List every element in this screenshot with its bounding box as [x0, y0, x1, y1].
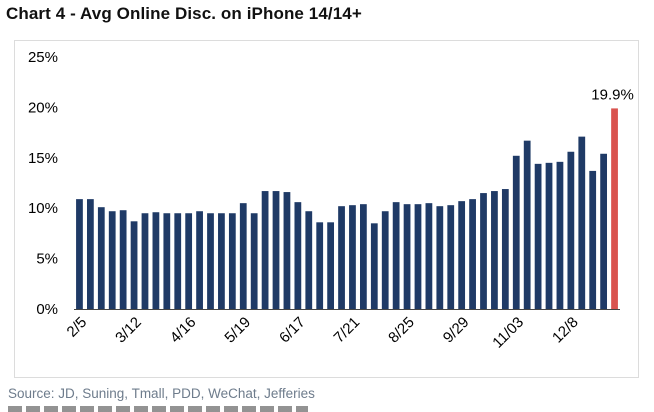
x-tick-label: 9/29 — [440, 314, 473, 347]
bar — [76, 199, 83, 309]
x-tick-label: 6/17 — [276, 314, 309, 347]
x-tick-label: 7/21 — [331, 314, 364, 347]
y-tick-label: 25% — [28, 49, 58, 66]
x-tick-label: 5/19 — [221, 314, 254, 347]
bar — [316, 222, 324, 309]
bar — [338, 206, 345, 309]
bar — [349, 205, 356, 309]
x-tick-label: 8/25 — [385, 314, 418, 347]
x-tick-label: 12/8 — [549, 314, 582, 347]
bar — [86, 199, 94, 309]
bar — [403, 204, 411, 309]
bar — [370, 223, 378, 309]
bar — [512, 155, 520, 309]
y-tick-label: 20% — [28, 99, 58, 116]
bar — [228, 213, 236, 309]
x-tick-label: 2/5 — [64, 314, 91, 341]
bar — [272, 191, 280, 309]
bar — [556, 161, 564, 309]
data-label: 19.9% — [591, 86, 634, 103]
bar — [294, 202, 302, 309]
bar — [97, 207, 105, 309]
bar — [458, 201, 466, 309]
bar — [567, 151, 575, 309]
bar — [392, 202, 400, 309]
bar — [589, 170, 597, 309]
bar — [283, 192, 291, 309]
bar — [425, 203, 433, 309]
bar — [141, 213, 149, 309]
bar — [534, 163, 542, 309]
bar — [218, 213, 225, 309]
x-tick-label: 11/03 — [489, 314, 527, 352]
bar — [174, 213, 182, 309]
bar — [414, 204, 422, 309]
x-tick-label: 3/12 — [112, 314, 145, 347]
bar — [480, 193, 487, 309]
y-tick-label: 15% — [28, 150, 58, 167]
cropped-text-line — [8, 406, 308, 412]
bar — [523, 140, 531, 309]
x-axis-ticks: 2/5 3/12 4/16 5/19 6/17 7/21 8/25 9/29 11/03 12/8 — [64, 314, 582, 352]
bar — [327, 222, 335, 309]
bar — [207, 213, 214, 309]
bar — [261, 191, 269, 309]
bar — [501, 189, 509, 309]
data-labels: 19.9% — [591, 86, 634, 103]
bar — [108, 211, 116, 309]
bar — [545, 162, 553, 309]
bar — [469, 199, 476, 309]
bar — [491, 191, 498, 309]
y-tick-label: 10% — [28, 200, 58, 217]
bar — [185, 213, 193, 309]
bar — [305, 211, 313, 309]
bars — [76, 108, 618, 310]
y-tick-label: 0% — [36, 301, 58, 318]
chart-title: Chart 4 - Avg Online Disc. on iPhone 14/… — [6, 4, 362, 23]
bar — [250, 213, 258, 309]
bar — [119, 210, 127, 309]
source-note: Source: JD, Suning, Tmall, PDD, WeChat, … — [8, 386, 315, 401]
bar — [436, 206, 444, 309]
bar — [447, 205, 455, 309]
bar — [163, 213, 171, 309]
bar — [359, 204, 367, 309]
bar — [381, 211, 389, 309]
bar — [239, 203, 247, 309]
bar-highlight — [611, 108, 618, 310]
bar — [600, 153, 608, 309]
bar — [130, 221, 138, 309]
y-tick-label: 5% — [36, 251, 58, 268]
bar — [152, 212, 160, 309]
x-tick-label: 4/16 — [167, 314, 200, 347]
bar — [196, 211, 203, 309]
y-axis-ticks: 0% 5% 10% 15% 20% 25% — [28, 49, 58, 318]
bar — [578, 136, 586, 309]
